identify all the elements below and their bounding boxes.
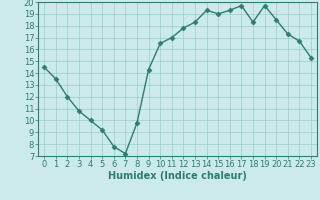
X-axis label: Humidex (Indice chaleur): Humidex (Indice chaleur) bbox=[108, 171, 247, 181]
